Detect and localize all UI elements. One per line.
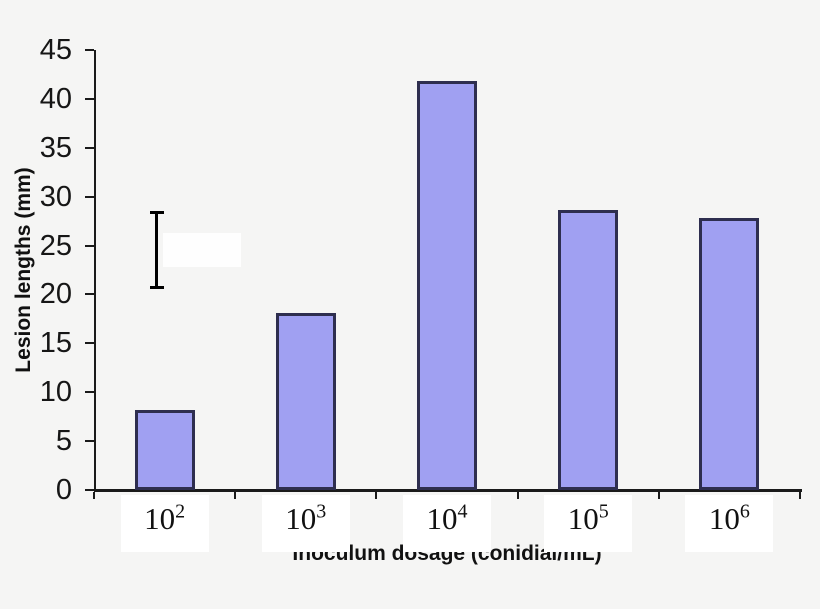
x-tick <box>516 492 519 499</box>
y-tick-label: 25 <box>39 229 72 262</box>
x-tick-label-exponent: 6 <box>739 500 750 523</box>
whiteout-patch <box>162 233 241 267</box>
y-tick <box>85 489 94 491</box>
x-tick-label-base: 10 <box>708 501 740 536</box>
y-tick-label: 40 <box>39 82 72 115</box>
bar-10^3 <box>275 313 336 490</box>
x-tick-label: 105 <box>544 495 633 552</box>
x-axis-title: Inoculum dosage (conidial/mL) <box>292 542 602 565</box>
y-tick-label: 5 <box>55 425 72 458</box>
x-tick-label-exponent: 2 <box>175 500 186 523</box>
y-tick <box>85 342 94 345</box>
y-tick-label: 15 <box>39 327 72 360</box>
y-tick-label: 20 <box>39 278 72 311</box>
x-tick <box>93 492 95 499</box>
y-tick <box>85 195 94 198</box>
x-tick-label-base: 10 <box>567 501 599 536</box>
y-tick-label: 45 <box>39 34 72 66</box>
x-tick-label-exponent: 5 <box>598 500 609 523</box>
x-tick-label: 102 <box>120 495 209 552</box>
y-tick <box>85 440 94 443</box>
bar-10^5 <box>558 210 619 490</box>
x-tick <box>375 492 378 499</box>
bar-10^4 <box>417 81 477 490</box>
y-tick <box>85 391 94 394</box>
x-tick-label: 103 <box>261 495 350 552</box>
y-tick <box>85 146 94 149</box>
y-tick <box>85 49 94 51</box>
x-axis-line <box>94 489 802 492</box>
y-axis-title: Lesion lengths (mm) <box>12 167 35 373</box>
x-tick <box>799 492 801 499</box>
y-tick <box>85 97 94 100</box>
x-tick-label-exponent: 3 <box>316 500 327 523</box>
bar-10^2 <box>134 409 195 490</box>
y-tick-label: 10 <box>39 376 72 409</box>
x-tick <box>657 492 660 499</box>
y-tick-label: 0 <box>55 474 72 506</box>
x-tick-label-base: 10 <box>285 501 317 536</box>
y-tick-label: 30 <box>39 180 72 213</box>
error-bar-bottom-cap <box>149 285 164 289</box>
y-tick <box>85 293 94 296</box>
x-tick-label-base: 10 <box>426 501 458 536</box>
y-tick-label: 35 <box>39 131 72 164</box>
y-axis-line <box>94 50 96 492</box>
y-tick <box>85 244 94 247</box>
x-tick-label-base: 10 <box>144 501 176 536</box>
error-bar-line <box>155 212 159 288</box>
x-tick-label-exponent: 4 <box>457 500 468 523</box>
error-bar-top-cap <box>149 211 164 215</box>
x-tick-label: 106 <box>685 495 774 552</box>
x-tick <box>234 492 237 499</box>
x-tick-label: 104 <box>403 495 491 552</box>
bar-10^6 <box>699 218 760 490</box>
